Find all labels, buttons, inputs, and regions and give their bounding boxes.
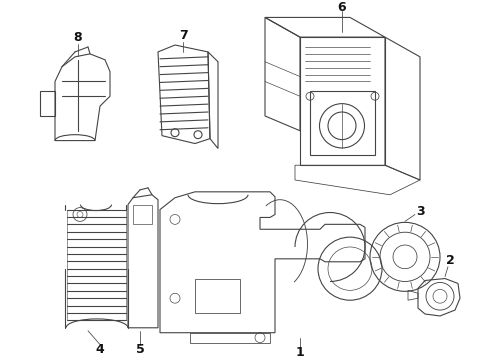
Text: 3: 3 (416, 205, 424, 218)
Text: 7: 7 (179, 29, 187, 42)
Text: 1: 1 (295, 346, 304, 359)
Text: 4: 4 (96, 343, 104, 356)
Text: 5: 5 (136, 343, 145, 356)
Text: 8: 8 (74, 31, 82, 44)
Text: 6: 6 (338, 1, 346, 14)
Text: 2: 2 (445, 254, 454, 267)
